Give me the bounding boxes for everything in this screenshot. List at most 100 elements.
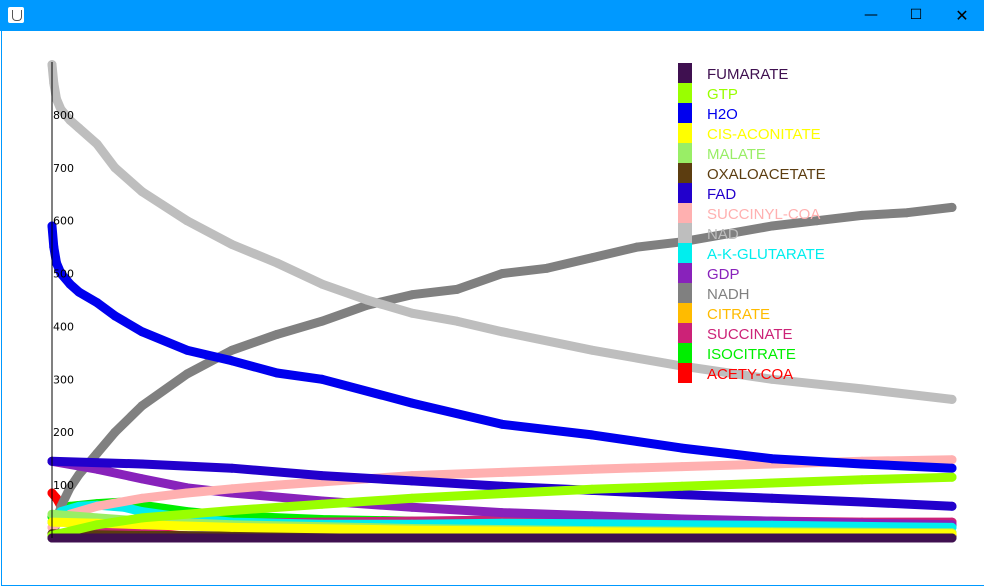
minimize-button[interactable]: —	[848, 0, 894, 31]
data-point	[857, 210, 867, 220]
data-point	[857, 475, 867, 485]
data-point	[947, 533, 957, 543]
data-point	[677, 443, 687, 453]
legend-label: NADH	[707, 286, 750, 303]
y-tick-label: 600	[53, 215, 74, 228]
data-point	[317, 499, 327, 509]
data-point	[677, 481, 687, 491]
data-point	[947, 202, 957, 212]
data-point	[857, 384, 867, 394]
data-point	[65, 115, 75, 125]
legend-swatch	[678, 83, 692, 103]
data-point	[317, 316, 327, 326]
data-point	[65, 483, 75, 493]
data-point	[52, 493, 61, 503]
data-point	[497, 327, 507, 337]
data-point	[407, 398, 417, 408]
data-point	[137, 327, 147, 337]
data-point	[407, 308, 417, 318]
legend-label: H2O	[707, 106, 738, 123]
legend-swatch	[678, 363, 692, 383]
data-point	[677, 462, 687, 472]
legend-label: ACETY-COA	[707, 366, 793, 383]
data-point	[110, 311, 120, 321]
data-point	[947, 394, 957, 404]
series-line	[47, 472, 957, 540]
data-point	[56, 105, 66, 115]
legend-swatch	[678, 243, 692, 263]
data-point	[272, 480, 282, 490]
data-point	[587, 253, 597, 263]
data-point	[587, 519, 597, 529]
close-icon: ✕	[955, 6, 969, 25]
legend-swatch	[678, 103, 692, 123]
series-h2o	[47, 221, 957, 473]
data-point	[317, 279, 327, 289]
legend-label: A-K-GLUTARATE	[707, 246, 825, 263]
series-fumarate	[47, 533, 957, 543]
legend-swatch	[678, 283, 692, 303]
legend-swatch	[678, 63, 692, 83]
data-point	[767, 478, 777, 488]
data-point	[52, 258, 61, 268]
data-point	[110, 163, 120, 173]
data-point	[677, 490, 687, 500]
legend-swatch	[678, 303, 692, 323]
legend-item: GTP	[678, 83, 738, 103]
data-point	[74, 123, 84, 133]
data-point	[227, 356, 237, 366]
legend-item: SUCCINYL-COA	[678, 203, 820, 223]
data-point	[767, 374, 777, 384]
title-bar[interactable]: — ☐ ✕	[0, 0, 984, 31]
data-point	[65, 279, 75, 289]
y-tick-label: 300	[53, 373, 74, 386]
data-point	[182, 488, 192, 498]
legend-swatch	[678, 143, 692, 163]
maximize-icon: ☐	[909, 7, 923, 23]
data-point	[227, 345, 237, 355]
chart-canvas: 100 200 300 400 500 600 700 800 FUMARATE GTP H2O C…	[47, 60, 957, 543]
data-point	[272, 329, 282, 339]
data-point	[137, 474, 147, 484]
y-tick-label: 700	[53, 162, 74, 175]
legend-swatch	[678, 263, 692, 283]
data-point	[497, 269, 507, 279]
data-point	[362, 295, 372, 305]
data-point	[497, 419, 507, 429]
legend-swatch	[678, 203, 692, 223]
data-point	[272, 368, 282, 378]
data-point	[902, 208, 912, 218]
legend-swatch	[678, 123, 692, 143]
data-point	[947, 455, 957, 465]
maximize-button[interactable]: ☐	[893, 0, 939, 31]
legend-item: OXALOACETATE	[678, 163, 826, 183]
data-point	[407, 476, 417, 486]
data-point	[227, 463, 237, 473]
series-fad	[47, 456, 957, 511]
chart-panel: 100 200 300 400 500 600 700 800 FUMARATE GTP H2O C…	[1, 31, 984, 586]
legend-item: CIS-ACONITATE	[678, 123, 821, 143]
data-point	[587, 464, 597, 474]
y-ticks: 100 200 300 400 500 600 700 800	[53, 109, 74, 492]
legend-item: ACETY-COA	[678, 363, 793, 383]
close-button[interactable]: ✕	[939, 0, 984, 31]
data-point	[722, 229, 732, 239]
data-point	[587, 430, 597, 440]
series-lines	[47, 60, 957, 543]
data-point	[947, 463, 957, 473]
legend-label: OXALOACETATE	[707, 166, 826, 183]
minimize-icon: —	[864, 7, 878, 23]
data-point	[767, 454, 777, 464]
data-point	[227, 484, 237, 494]
legend-item: SUCCINATE	[678, 323, 793, 343]
legend-label: CIS-ACONITATE	[707, 126, 821, 143]
data-point	[497, 481, 507, 491]
data-point	[542, 263, 552, 273]
data-point	[452, 316, 462, 326]
legend-item: FUMARATE	[678, 63, 788, 83]
legend-label: CITRATE	[707, 306, 770, 323]
legend-label: FUMARATE	[707, 66, 788, 83]
legend-item: NADH	[678, 283, 750, 303]
data-point	[137, 513, 147, 523]
